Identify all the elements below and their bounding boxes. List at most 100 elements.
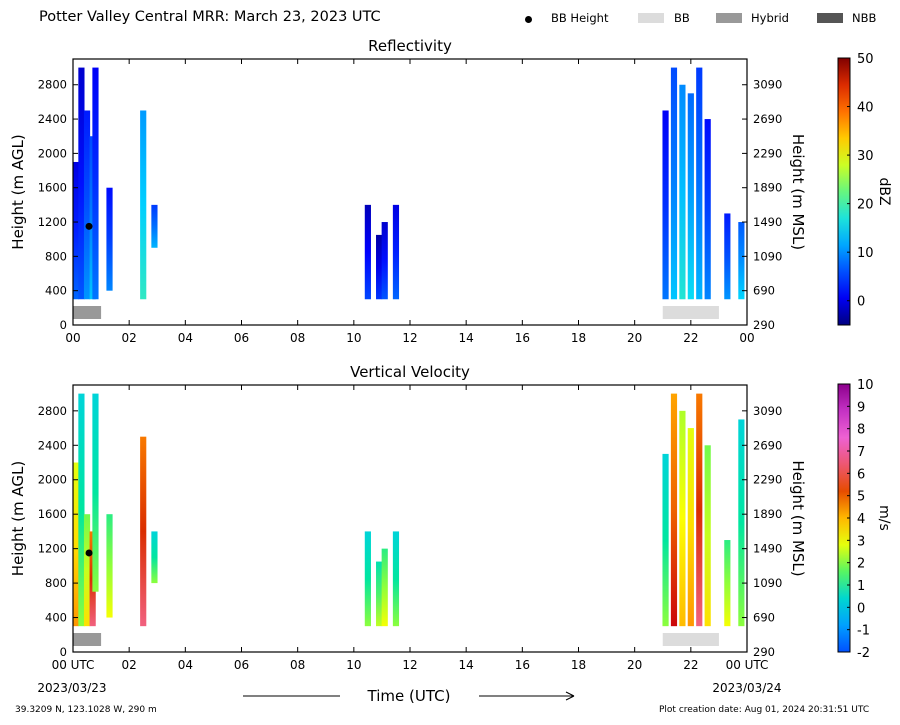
x-tick-label: 08 bbox=[290, 331, 305, 345]
x-tick-label: 06 bbox=[234, 331, 249, 345]
y-tick-right-label: 3090 bbox=[753, 78, 782, 92]
colorbar-tick-label: 4 bbox=[857, 512, 865, 527]
plot-frame bbox=[72, 58, 748, 326]
x-tick-label: 22 bbox=[683, 658, 698, 672]
echo-column bbox=[738, 419, 745, 627]
colorbar-tick-label: 0 bbox=[857, 601, 865, 616]
colorbar-tick-label: -1 bbox=[857, 624, 870, 639]
colorbar-tick-label: 40 bbox=[857, 101, 874, 116]
x-tick-label: 14 bbox=[459, 331, 474, 345]
echo-column bbox=[151, 531, 158, 584]
bb-height-point bbox=[85, 222, 93, 230]
legend-bb-height-label: BB Height bbox=[551, 11, 609, 25]
y-tick-label: 400 bbox=[45, 611, 67, 625]
y-tick-label: 0 bbox=[60, 318, 67, 332]
echo-column bbox=[670, 393, 678, 627]
x-tick-label: 20 bbox=[627, 658, 642, 672]
y-axis-label: Height (m AGL) bbox=[9, 134, 27, 249]
echo-column bbox=[78, 393, 85, 627]
y-tick-right-label: 1890 bbox=[753, 507, 782, 521]
x-tick-label: 00 UTC bbox=[726, 658, 769, 672]
echo-column bbox=[381, 548, 388, 627]
x-tick-label: 12 bbox=[402, 658, 417, 672]
colorbar-tick-label: 7 bbox=[857, 445, 865, 460]
y-tick-right-label: 690 bbox=[753, 611, 775, 625]
station-location: 39.3209 N, 123.1028 W, 290 m bbox=[15, 705, 157, 715]
legend-bb-swatch bbox=[638, 13, 664, 23]
x-tick-label: 10 bbox=[346, 331, 361, 345]
colorbar-tick-label: 10 bbox=[857, 246, 874, 261]
colorbar-tick-label: 5 bbox=[857, 490, 865, 505]
y-tick-label: 2000 bbox=[38, 473, 67, 487]
echo-column bbox=[381, 222, 388, 300]
echo-column bbox=[78, 67, 85, 300]
bright-band-bar-bb bbox=[662, 306, 719, 319]
x-tick-label: 22 bbox=[683, 331, 698, 345]
colorbar-tick-label: 1 bbox=[857, 579, 865, 594]
y-tick-right-label: 290 bbox=[753, 318, 775, 332]
legend-nbb-label: NBB bbox=[852, 11, 877, 25]
bright-band-bar-hybrid bbox=[73, 633, 102, 646]
echo-column bbox=[704, 119, 711, 300]
echo-column bbox=[670, 67, 678, 300]
echo-column bbox=[364, 531, 371, 627]
x-tick-label: 04 bbox=[178, 658, 193, 672]
bb-height-marker-icon bbox=[525, 16, 532, 23]
bb-height-point bbox=[85, 549, 93, 557]
y-tick-label: 800 bbox=[45, 249, 67, 263]
echo-column bbox=[140, 436, 147, 627]
colorbar-tick-label: 3 bbox=[857, 534, 865, 549]
panel-title: Vertical Velocity bbox=[350, 363, 470, 381]
echo-column bbox=[376, 561, 383, 627]
colorbar bbox=[837, 57, 851, 326]
y-tick-right-label: 1490 bbox=[753, 542, 782, 556]
echo-column bbox=[738, 222, 745, 300]
y-tick-label: 1200 bbox=[38, 215, 67, 229]
page-title: Potter Valley Central MRR: March 23, 202… bbox=[39, 9, 381, 25]
y-tick-right-label: 1490 bbox=[753, 215, 782, 229]
colorbar-label: dBZ bbox=[876, 177, 892, 205]
y-tick-right-label: 2690 bbox=[753, 112, 782, 126]
echo-column bbox=[696, 393, 703, 627]
echo-column bbox=[376, 234, 383, 300]
y-tick-right-label: 1090 bbox=[753, 249, 782, 263]
echo-column bbox=[364, 204, 371, 300]
x-tick-label: 02 bbox=[122, 331, 137, 345]
y-tick-label: 2800 bbox=[38, 404, 67, 418]
x-tick-label: 04 bbox=[178, 331, 193, 345]
echo-column bbox=[696, 67, 703, 300]
y-tick-label: 2800 bbox=[38, 78, 67, 92]
y-tick-right-label: 3090 bbox=[753, 404, 782, 418]
echo-column bbox=[72, 161, 79, 300]
x-tick-label: 20 bbox=[627, 331, 642, 345]
x-tick-label: 16 bbox=[515, 331, 530, 345]
echo-column bbox=[662, 453, 669, 627]
echo-column bbox=[106, 514, 113, 618]
echo-column bbox=[687, 428, 694, 627]
colorbar-tick-label: 8 bbox=[857, 423, 865, 438]
y-tick-right-label: 690 bbox=[753, 284, 775, 298]
y-tick-right-label: 2290 bbox=[753, 146, 782, 160]
y-axis-right-label: Height (m MSL) bbox=[789, 460, 807, 576]
echo-column bbox=[662, 110, 669, 300]
echo-column bbox=[72, 462, 79, 627]
panel-title: Reflectivity bbox=[368, 37, 452, 55]
x-tick-label: 08 bbox=[290, 658, 305, 672]
y-tick-label: 1600 bbox=[38, 181, 67, 195]
x-tick-label: 16 bbox=[515, 658, 530, 672]
y-tick-right-label: 290 bbox=[753, 645, 775, 659]
bright-band-bar-bb bbox=[662, 633, 719, 646]
echo-column bbox=[392, 531, 400, 627]
colorbar-tick-label: 20 bbox=[857, 198, 874, 213]
y-axis-right-label: Height (m MSL) bbox=[789, 134, 807, 250]
echo-column bbox=[92, 393, 99, 592]
echo-column bbox=[151, 204, 158, 248]
echo-column bbox=[679, 84, 686, 300]
y-tick-label: 2000 bbox=[38, 146, 67, 160]
echo-column bbox=[679, 410, 686, 627]
x-tick-label: 10 bbox=[346, 658, 361, 672]
y-tick-label: 400 bbox=[45, 284, 67, 298]
